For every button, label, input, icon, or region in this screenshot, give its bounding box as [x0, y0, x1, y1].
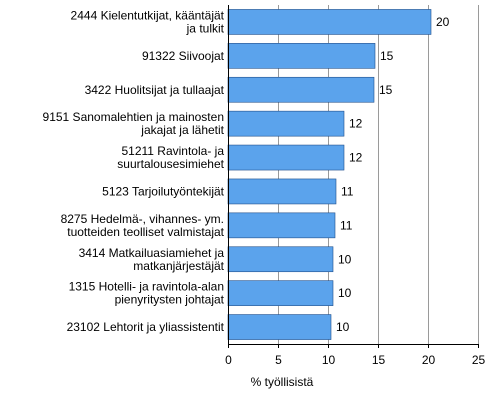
data-label: 15 [380, 49, 394, 63]
bar [227, 178, 337, 205]
data-label: 11 [341, 184, 354, 198]
axes [228, 5, 479, 348]
data-label: 10 [338, 252, 352, 266]
bar [227, 246, 334, 273]
bar [227, 144, 345, 171]
data-label: 11 [340, 218, 353, 232]
bar [227, 110, 345, 137]
x-tick-label: 0 [225, 353, 232, 367]
bars [227, 9, 432, 340]
bar [227, 314, 332, 340]
category-label: 91322 Siivoojat [142, 49, 225, 63]
category-label: suurtalousesimiehet [117, 157, 224, 171]
category-label: tuotteiden teolliset valmistajat [67, 225, 224, 239]
data-label: 20 [436, 15, 450, 29]
data-label: 12 [349, 117, 363, 131]
x-tick-label: 25 [472, 353, 486, 367]
data-labels: 20 15 15 12 12 11 11 10 10 10 [336, 15, 450, 334]
category-label: pienyritysten johtajat [115, 293, 225, 307]
category-label: 9151 Sanomalehtien ja mainosten [43, 110, 224, 124]
category-label: 1315 Hotelli- ja ravintola-alan [69, 280, 224, 294]
data-label: 10 [338, 286, 352, 300]
category-label: 3414 Matkailuasiamiehet ja [79, 246, 225, 260]
data-label: 15 [379, 83, 393, 97]
bar [227, 280, 334, 306]
x-axis-label: % työllisistä [251, 375, 314, 389]
bar [227, 212, 336, 239]
x-tick-label: 10 [322, 353, 336, 367]
x-tick-label: 20 [422, 353, 436, 367]
category-label: 23102 Lehtorit ja yliassistentit [67, 320, 225, 334]
category-label: 8275 Hedelmä-, vihannes- ym. [61, 212, 224, 226]
category-label: 2444 Kielentutkijat, kääntäjät [71, 8, 225, 22]
category-label: 5123 Tarjoilutyöntekijät [102, 184, 225, 198]
category-label: jakajat ja lähetit [140, 123, 224, 137]
bar [227, 76, 375, 103]
bar [227, 43, 376, 69]
x-tick-label: 5 [275, 353, 282, 367]
category-label: ja tulkit [186, 21, 225, 35]
category-label: 51211 Ravintola- ja [121, 144, 224, 158]
x-tick-labels: 0 5 10 15 20 25 [225, 353, 485, 367]
category-label: matkanjärjestäjät [133, 259, 224, 273]
x-tick-label: 15 [372, 353, 386, 367]
data-label: 10 [336, 320, 350, 334]
bar [227, 9, 432, 35]
category-label: 3422 Huolitsijat ja tullaajat [85, 83, 225, 97]
data-label: 12 [349, 151, 363, 165]
